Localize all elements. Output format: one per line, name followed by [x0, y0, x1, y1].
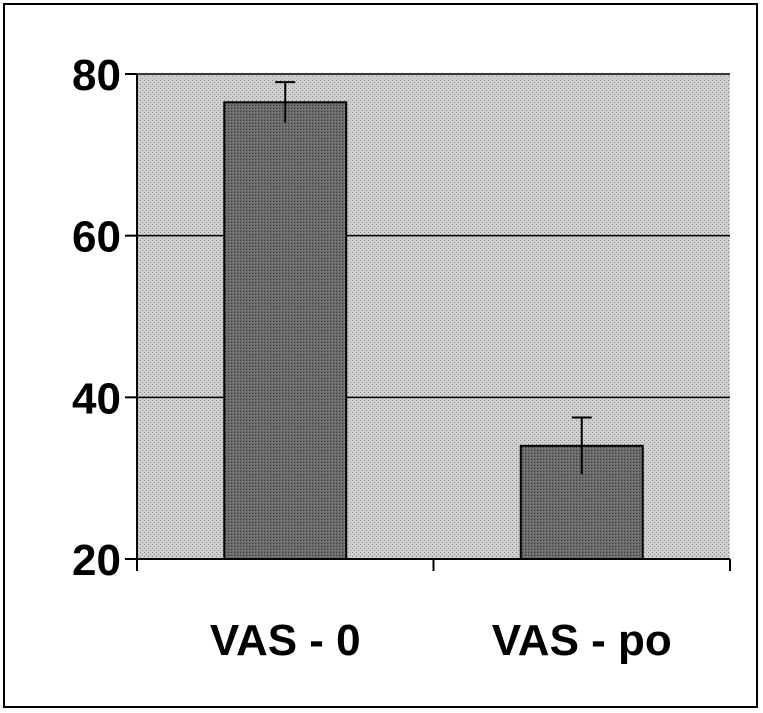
- x-category-label: VAS - po: [492, 616, 672, 665]
- y-tick-label: 80: [72, 51, 121, 100]
- axes: [125, 73, 731, 571]
- bar: [223, 101, 348, 561]
- x-category-label: VAS - 0: [210, 616, 361, 665]
- y-tick-label: 40: [72, 374, 121, 423]
- y-tick-label: 20: [72, 536, 121, 585]
- bars: [223, 101, 644, 561]
- y-tick-label: 60: [72, 213, 121, 262]
- y-tick-labels: 20 40 60 80: [72, 51, 121, 585]
- error-bars: [275, 81, 592, 475]
- x-tick-labels: VAS - 0 VAS - po: [210, 616, 672, 665]
